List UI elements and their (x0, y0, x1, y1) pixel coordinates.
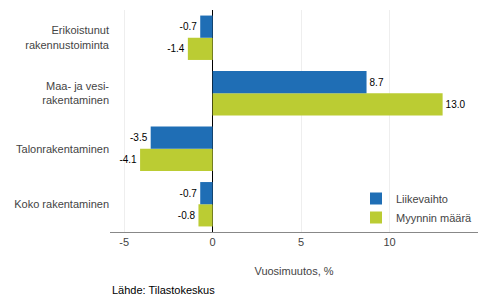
svg-text:Vuosimuutos, %: Vuosimuutos, % (254, 265, 333, 277)
svg-text:-4.1: -4.1 (119, 154, 137, 165)
svg-text:Maa- ja vesi-rakentaminen: Maa- ja vesi-rakentaminen (42, 80, 109, 106)
svg-text:Erikoistunutrakennustoiminta: Erikoistunutrakennustoiminta (25, 24, 110, 50)
svg-text:-0.7: -0.7 (180, 21, 198, 32)
svg-text:-1.4: -1.4 (167, 43, 185, 54)
svg-text:13.0: 13.0 (446, 99, 466, 110)
svg-text:Koko rakentaminen: Koko rakentaminen (14, 198, 109, 210)
svg-text:Lähde: Tilastokeskus: Lähde: Tilastokeskus (112, 284, 215, 296)
svg-text:5: 5 (298, 236, 304, 248)
svg-text:Myynnin määrä: Myynnin määrä (396, 212, 472, 224)
svg-text:8.7: 8.7 (370, 77, 384, 88)
svg-text:Liikevaihto: Liikevaihto (396, 193, 448, 205)
svg-text:-0.7: -0.7 (180, 188, 198, 199)
svg-text:-5: -5 (119, 236, 129, 248)
svg-text:10: 10 (383, 236, 395, 248)
svg-text:0: 0 (210, 236, 216, 248)
svg-text:Talonrakentaminen: Talonrakentaminen (16, 143, 109, 155)
svg-text:-0.8: -0.8 (178, 210, 196, 221)
svg-text:-3.5: -3.5 (130, 132, 148, 143)
